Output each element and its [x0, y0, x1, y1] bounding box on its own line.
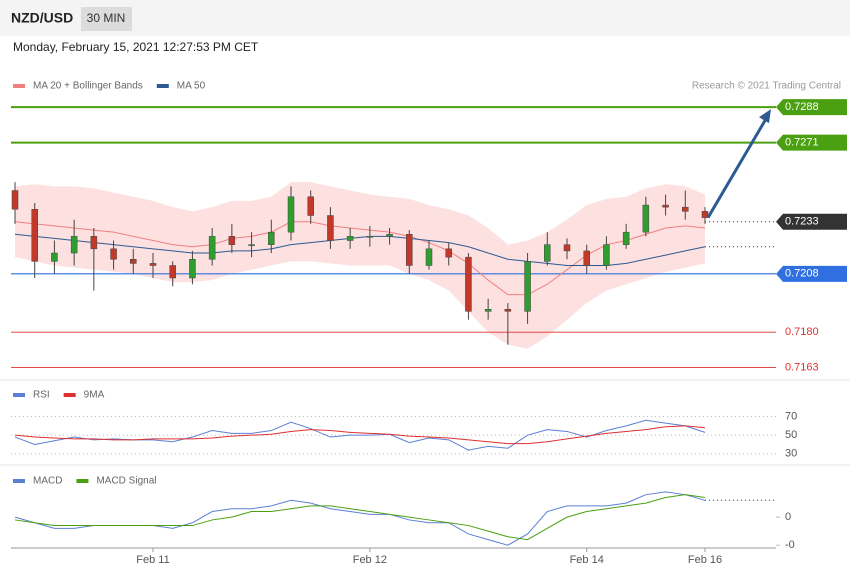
timeframe[interactable]: 30 MIN	[87, 11, 126, 25]
level-label: 0.7288	[785, 101, 819, 113]
x-tick-label: Feb 12	[353, 554, 387, 566]
candle-body	[425, 248, 433, 266]
legend-swatch	[76, 479, 89, 483]
candle-body	[31, 209, 38, 262]
level-tag	[776, 134, 847, 151]
candle-body	[228, 236, 236, 245]
candle-body	[504, 309, 512, 312]
x-tick-label: Feb 14	[570, 554, 604, 566]
legend-label: MACD Signal	[96, 476, 156, 487]
candle-body	[287, 196, 295, 233]
legend-swatch	[63, 393, 76, 397]
moving-average	[14, 221, 706, 296]
legend-swatch	[156, 84, 169, 88]
candle-body	[563, 244, 571, 252]
candle-body	[189, 259, 196, 279]
candle-body	[642, 204, 650, 233]
symbol: NZD/USD	[11, 10, 73, 26]
candle-body	[701, 211, 709, 218]
bollinger-band	[15, 182, 705, 349]
x-tick-label: Feb 16	[688, 554, 722, 566]
legend-swatch	[13, 84, 25, 88]
legend-swatch	[13, 393, 25, 397]
candle-body	[268, 231, 275, 245]
legend-label: MACD	[33, 476, 62, 487]
timeframe-button[interactable]	[81, 7, 132, 31]
level-label: 0.7271	[785, 136, 819, 148]
candle-body	[484, 309, 492, 312]
candle-body	[110, 248, 117, 260]
candle-body	[622, 231, 630, 245]
candle-body	[346, 236, 354, 241]
candle-body	[386, 234, 393, 237]
macd-line	[14, 494, 706, 541]
arrow-head	[759, 109, 771, 124]
date: Monday, February 15, 2021 12:27:53 PM CE…	[13, 40, 259, 54]
candle-body	[70, 236, 78, 254]
attribution: Research © 2021 Trading Central	[692, 81, 841, 92]
candle-body	[524, 261, 531, 312]
legend-label: 9MA	[84, 390, 105, 401]
rsi-line	[14, 419, 706, 451]
candle-body	[682, 206, 689, 212]
macd-line	[14, 491, 706, 546]
x-tick-label: Feb 11	[136, 554, 169, 566]
level-label: 0.7180	[785, 326, 819, 338]
level-label: 0.7208	[785, 268, 819, 280]
level-tag	[776, 99, 847, 116]
candle-body	[248, 244, 255, 246]
level-label: 0.7163	[785, 361, 819, 373]
candle-body	[445, 248, 452, 258]
rsi-tick-label: 30	[785, 448, 797, 460]
candle-body	[544, 244, 551, 262]
candle-body	[169, 265, 176, 279]
candle-body	[603, 244, 610, 266]
candle-body	[465, 256, 472, 312]
candle-body	[11, 190, 19, 210]
candle-body	[130, 259, 137, 264]
legend-label: MA 50	[177, 81, 206, 92]
moving-average	[14, 233, 706, 266]
candle-body	[307, 196, 314, 216]
candle-body	[366, 236, 374, 238]
candle-body	[327, 215, 334, 241]
candle-body	[406, 234, 413, 266]
legend-label: RSI	[33, 390, 50, 401]
candle-body	[90, 236, 98, 250]
candle-body	[51, 252, 58, 262]
macd-tick-label: 0	[785, 511, 791, 523]
forecast-arrow	[706, 116, 769, 219]
legend-label: MA 20 + Bollinger Bands	[33, 81, 143, 92]
candle-body	[583, 250, 590, 266]
rsi-line	[14, 425, 706, 445]
candle-body	[149, 263, 157, 266]
candle-body	[208, 236, 216, 260]
rsi-tick-label: 70	[785, 410, 797, 422]
legend-swatch	[13, 479, 25, 483]
macd-tick-label: -0	[785, 539, 795, 551]
level-tag	[776, 265, 847, 282]
level-tag	[776, 213, 847, 230]
level-label: 0.7233	[785, 216, 819, 228]
candle-body	[662, 204, 669, 208]
rsi-tick-label: 50	[785, 429, 797, 441]
header-bar	[0, 0, 850, 36]
